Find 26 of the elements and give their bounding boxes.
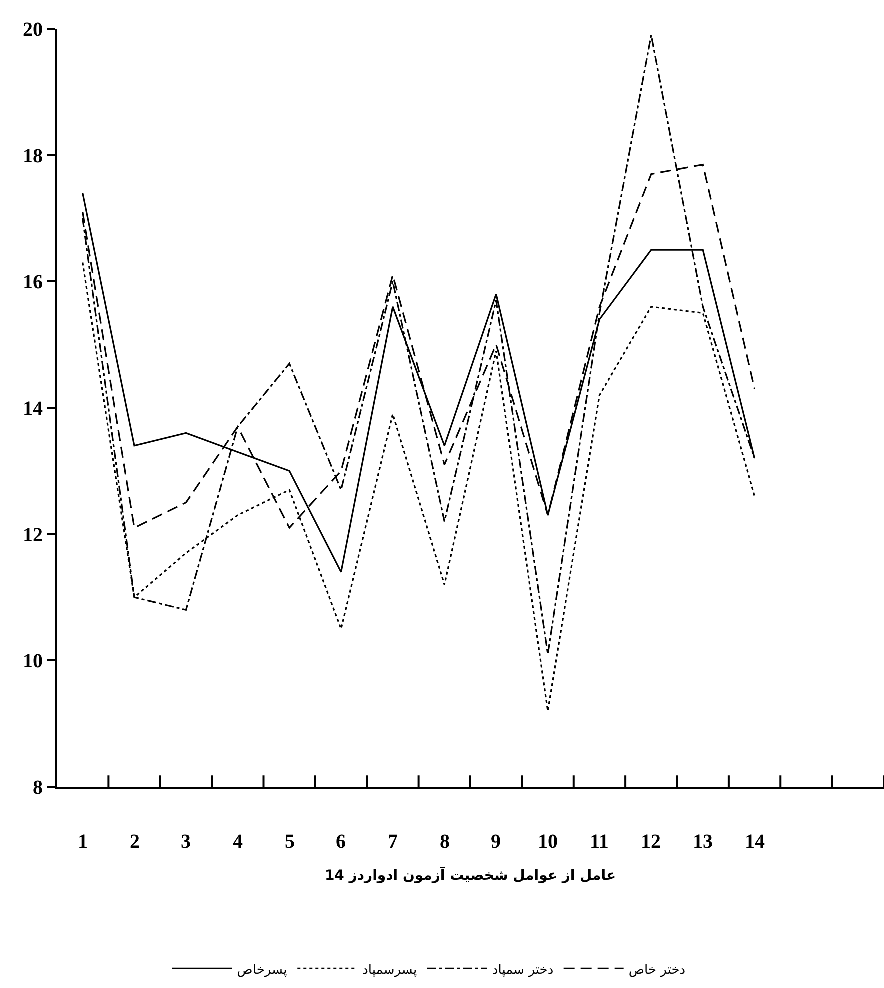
x-tick-label: 5	[285, 831, 295, 853]
legend-label: پسرخاص	[237, 962, 288, 978]
x-tick-label: 4	[233, 831, 243, 853]
y-tick-label: 8	[33, 777, 43, 799]
x-axis-title: 14 عامل از عوامل شخصیت آزمون ادواردز	[324, 866, 616, 884]
y-tick-label: 10	[23, 650, 43, 673]
y-tick-label: 14	[23, 398, 43, 420]
legend-label: دختر سمپاد	[492, 962, 554, 978]
x-tick-label: 1	[78, 831, 88, 853]
x-tick-label: 9	[491, 831, 501, 853]
x-tick-label: 2	[130, 831, 140, 853]
x-tick-label: 8	[440, 831, 450, 853]
y-tick-label: 20	[23, 19, 43, 41]
x-tick-label: 12	[641, 831, 661, 853]
x-tick-label: 14	[745, 831, 765, 853]
x-tick-label: 7	[388, 831, 398, 853]
x-tick-label: 3	[181, 831, 191, 853]
legend-label: پسرسمپاد	[362, 962, 418, 978]
legend-label: دختر خاص	[628, 962, 686, 978]
y-tick-label: 18	[23, 145, 43, 168]
x-tick-label: 13	[693, 831, 713, 853]
x-tick-label: 11	[590, 831, 609, 853]
x-tick-label: 10	[538, 831, 558, 853]
y-tick-label: 16	[23, 272, 43, 294]
y-tick-label: 12	[23, 524, 43, 546]
x-tick-label: 6	[336, 831, 346, 853]
